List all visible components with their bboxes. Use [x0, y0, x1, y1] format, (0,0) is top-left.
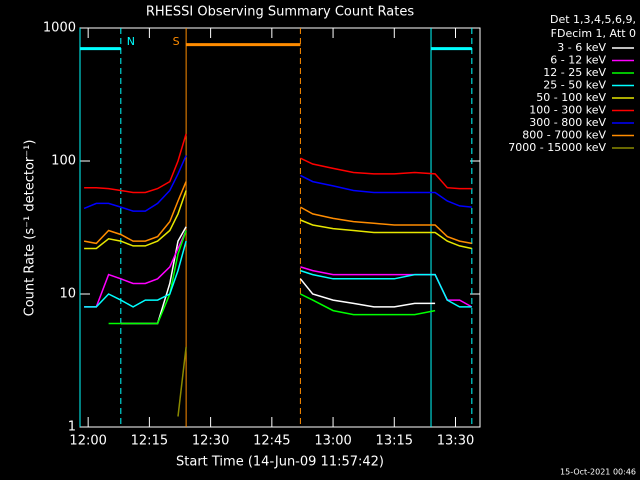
series-line	[84, 240, 472, 308]
series-line	[83, 181, 472, 245]
y-tick-label: 100	[51, 154, 76, 169]
legend-header: Det 1,3,4,5,6,9,	[550, 13, 636, 26]
x-tick-label: 12:45	[253, 434, 290, 449]
series-line	[177, 346, 187, 417]
legend-label: 50 - 100 keV	[536, 91, 606, 104]
legend-label: 6 - 12 keV	[550, 54, 606, 67]
y-tick-label: 10	[59, 287, 76, 302]
y-tick-label: 1	[68, 420, 76, 435]
y-axis-label: Count Rate (s⁻¹ detector⁻¹)	[23, 140, 38, 317]
series-line	[84, 230, 473, 308]
legend-label: 300 - 800 keV	[529, 116, 606, 129]
x-tick-label: 12:15	[131, 434, 168, 449]
chart-title: RHESSI Observing Summary Count Rates	[146, 5, 415, 20]
x-tick-label: 13:15	[376, 434, 413, 449]
footer: 15-Oct-2021 00:46	[560, 468, 636, 477]
series-line	[108, 230, 436, 325]
x-tick-label: 13:00	[314, 434, 351, 449]
x-tick-label: 12:00	[69, 434, 106, 449]
series-line	[84, 133, 472, 194]
series-line	[83, 155, 472, 212]
flag-label: N	[127, 35, 135, 48]
legend-label: 100 - 300 keV	[529, 104, 606, 117]
legend-header: FDecim 1, Att 0	[551, 27, 636, 40]
legend-label: 800 - 7000 keV	[522, 129, 606, 142]
x-tick-label: 13:30	[437, 434, 474, 449]
legend-label: 3 - 6 keV	[557, 41, 606, 54]
flag-label: S	[173, 35, 180, 48]
legend-label: 7000 - 15000 keV	[508, 141, 606, 154]
plot-frame	[79, 27, 481, 428]
legend-label: 25 - 50 keV	[543, 79, 606, 92]
series-line	[84, 190, 472, 250]
x-tick-label: 12:30	[192, 434, 229, 449]
y-tick-label: 1000	[43, 21, 76, 36]
x-axis-label: Start Time (14-Jun-09 11:57:42)	[176, 455, 384, 470]
legend-label: 12 - 25 keV	[543, 66, 606, 79]
